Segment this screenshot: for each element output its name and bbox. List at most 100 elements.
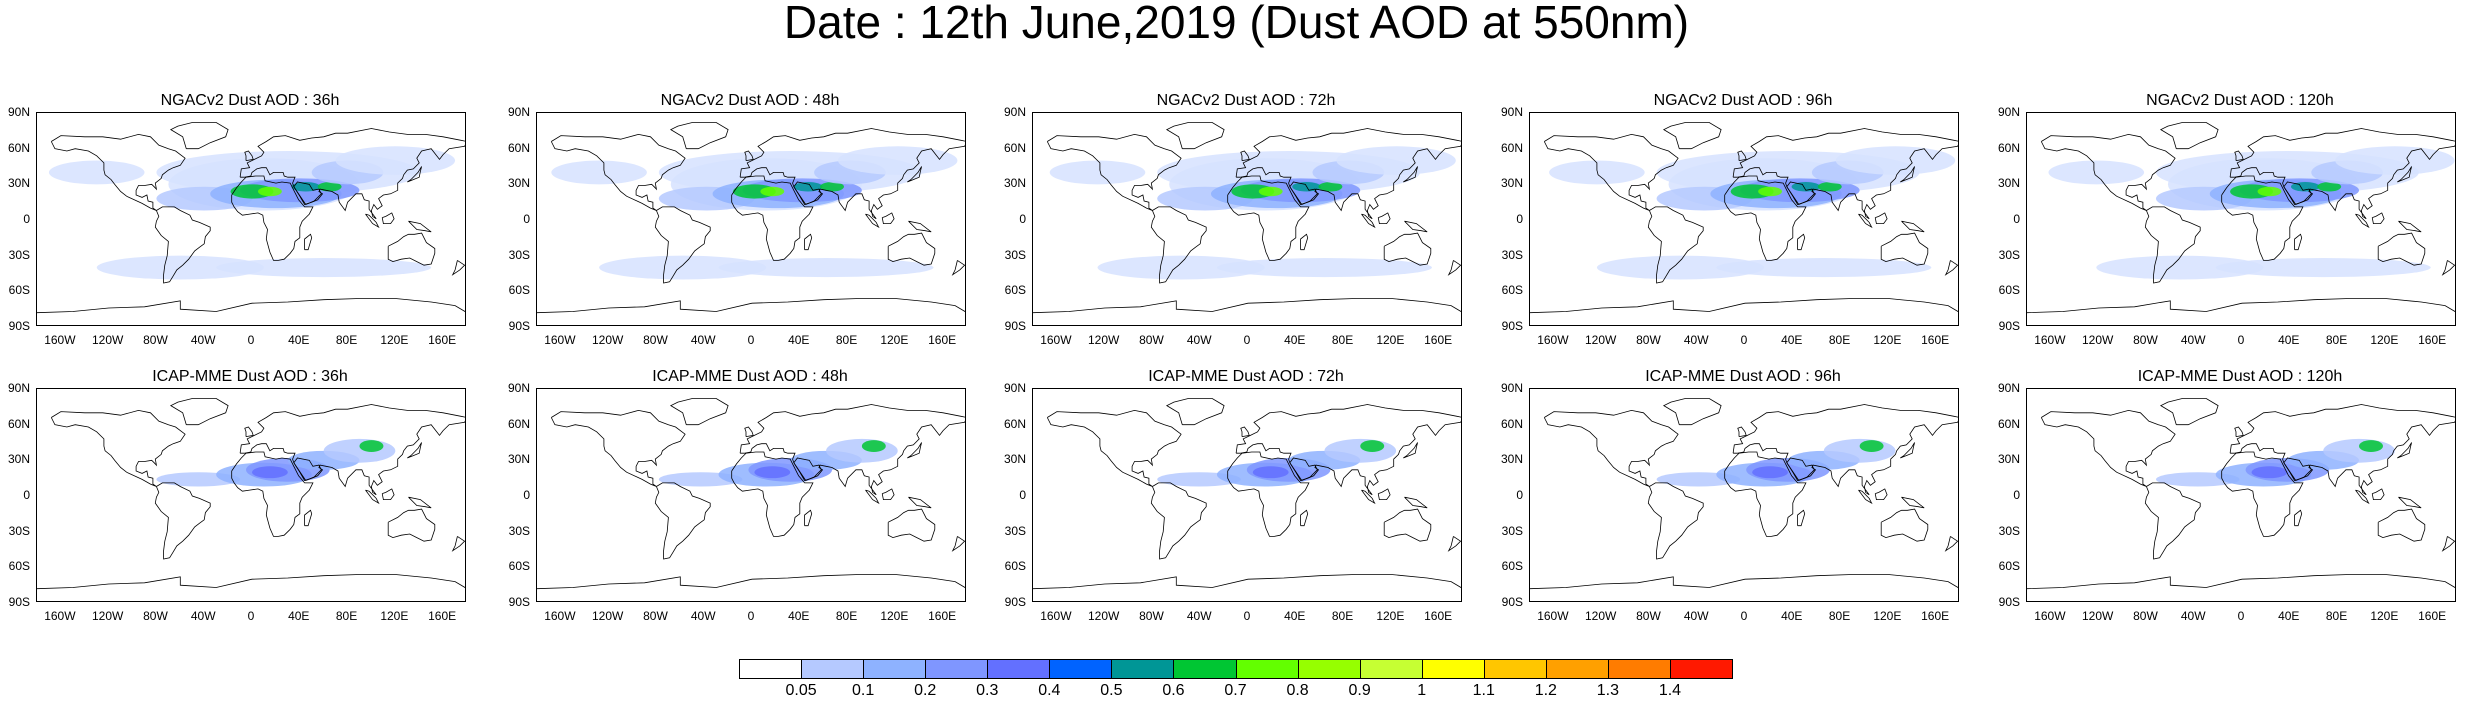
dust-aod-area [1859,440,1884,453]
coastline [907,166,922,183]
coastline [1361,489,1376,505]
latitude-tick-label: 0 [1516,212,1523,226]
coastline [244,150,254,161]
coastline [1046,133,1182,211]
latitude-tick-label: 0 [523,212,530,226]
dust-aod-area [2215,258,2431,278]
colorbar-label: 0.1 [852,682,875,699]
coastline [654,482,711,560]
coastline [154,482,211,560]
coastline [2040,409,2176,487]
longitude-tick-label: 0 [2237,609,2245,623]
longitude-tick-label: 0 [247,609,255,623]
coastline [804,509,813,527]
longitude-tick-label: 160E [428,609,457,623]
coastline [951,260,965,276]
longitude-tick-label: 120E [380,609,409,623]
latitude-tick-label: 60N [7,416,30,431]
longitude-tick-label: 160W [2034,609,2066,623]
dust-aod-area [551,160,647,185]
longitude-tick-label: 80E [835,609,858,623]
latitude-tick-label: 90S [1004,595,1026,609]
coastline [881,212,895,224]
latitude-tick-label: 60N [1003,416,1026,431]
coastline [2229,128,2455,220]
latitude-tick-label: 30S [508,247,530,262]
coastline [239,404,465,496]
longitude-tick-label: 80W [643,333,668,347]
coastline [793,181,822,205]
longitude-tick-label: 80W [1139,333,1164,347]
coastline [2144,482,2201,560]
dust-aod-area [820,181,844,192]
panel-title: ICAP-MME Dust AOD : 72h [1148,368,1344,385]
coastline [731,175,814,261]
world-map [36,388,466,602]
coastline [408,220,432,233]
longitude-tick-label: 80E [1828,609,1851,623]
latitude-tick-label: 0 [2013,488,2020,502]
latitude-tick-label: 60S [1004,283,1026,298]
latitude-tick-label: 90S [8,595,30,609]
dust-aod-area [1716,258,1932,278]
longitude-tick-label: 40E [1781,609,1803,623]
coastline [951,536,965,552]
coastline [1724,175,1807,261]
longitude-tick-label: 40W [1186,333,1212,347]
longitude-tick-label: 0 [747,333,755,347]
coastline [1165,122,1225,150]
world-map [1529,388,1959,602]
coastline [731,451,814,537]
map-panel: ICAP-MME Dust AOD : 48h 90N 60N 30N 0 30S 60S 9… [500,368,1000,630]
coastline [2398,220,2422,233]
map-panel: NGACv2 Dust AOD : 36h 90N 60N 30N 0 30S 60S 90S… [0,92,500,354]
dust-aod-area [826,438,898,463]
coastline [739,404,965,496]
latitude-tick-label: 90S [1998,319,2020,333]
dust-aod-area [1258,186,1283,197]
colorbar-label: 0.6 [1162,682,1185,699]
colorbar-label: 0.3 [976,682,999,699]
longitude-tick-label: 120W [1087,609,1120,623]
colorbar-swatch [1297,659,1361,679]
latitude-tick-label: 0 [523,488,530,502]
longitude-tick-label: 160W [44,609,76,623]
longitude-tick-label: 160E [2418,333,2447,347]
latitude-tick-label: 30N [1997,176,2020,191]
latitude-tick-label: 0 [1516,488,1523,502]
coastline [1033,298,1461,314]
coastline [2441,260,2455,276]
coastline [550,409,686,487]
coastline [1300,509,1309,527]
colorbar-swatch [1111,659,1175,679]
longitude-tick-label: 160E [1424,609,1453,623]
longitude-tick-label: 80W [1636,333,1661,347]
longitude-tick-label: 80W [2133,609,2158,623]
dust-aod-area [1097,255,1265,280]
longitude-tick-label: 160W [1040,609,1072,623]
coastline [408,496,432,509]
coastline [1447,536,1461,552]
latitude-tick-label: 90N [1003,105,1026,119]
coastline [2283,457,2312,481]
dust-aod-area [1252,466,1289,479]
coastline [865,489,880,505]
coastline [793,457,822,481]
longitude-tick-label: 160E [928,609,957,623]
latitude-tick-label: 30S [508,523,530,538]
latitude-tick-label: 90S [8,319,30,333]
longitude-tick-label: 40W [1186,609,1212,623]
coastline [2234,150,2244,161]
longitude-tick-label: 120W [2081,609,2114,623]
longitude-tick-label: 160W [1537,609,1569,623]
coastline [2159,122,2219,150]
colorbar-swatch [1049,659,1113,679]
panel-title: NGACv2 Dust AOD : 96h [1653,92,1833,109]
latitude-tick-label: 30N [1500,452,1523,467]
coastline [244,426,254,437]
latitude-tick-label: 90N [1997,105,2020,119]
longitude-tick-label: 40E [2278,333,2300,347]
coastline [1403,442,1418,459]
coastline [1235,128,1461,220]
panel-title: ICAP-MME Dust AOD : 120h [2137,368,2343,385]
